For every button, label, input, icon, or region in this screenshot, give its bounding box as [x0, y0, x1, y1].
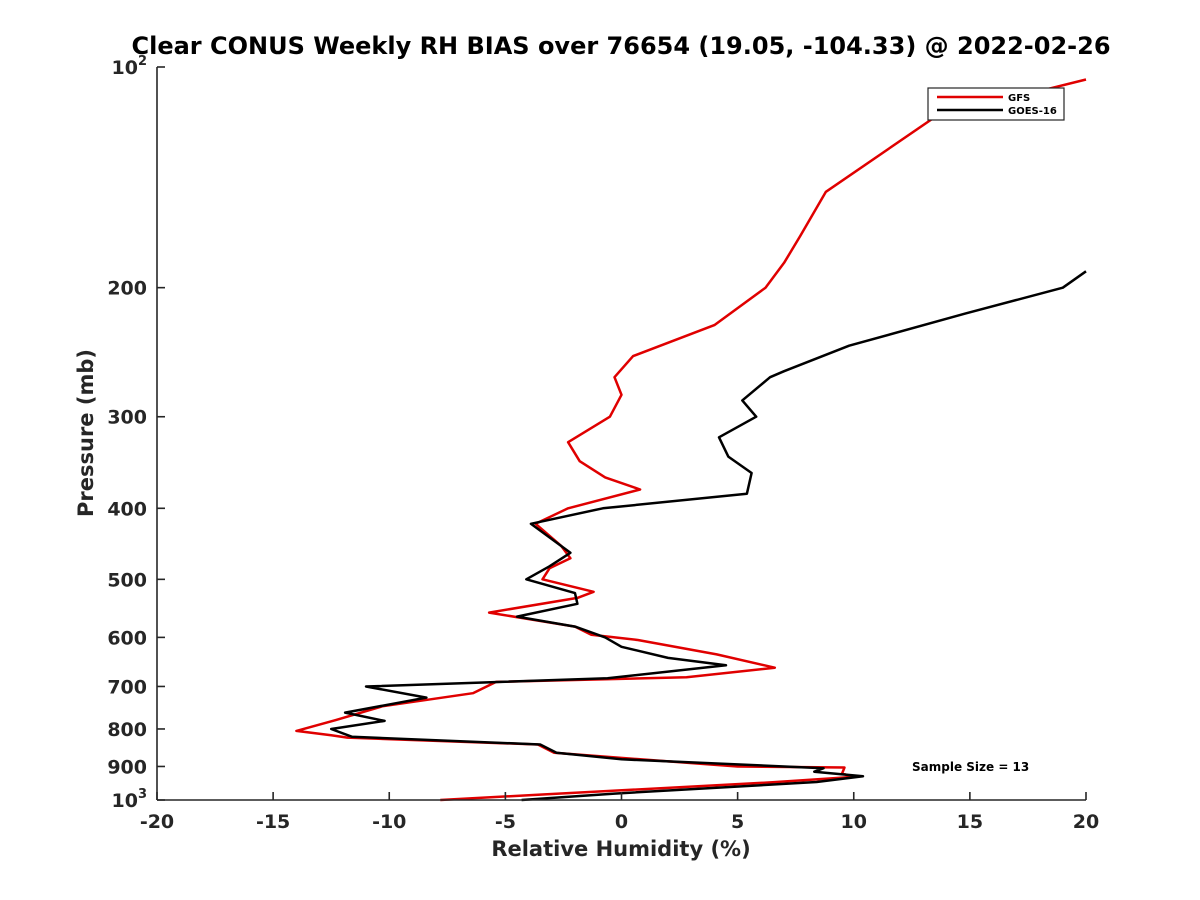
legend-box [927, 87, 1065, 121]
x-tick-label: -10 [372, 811, 406, 833]
legend-gfs-label: GFS [1008, 93, 1030, 104]
x-tick-label: 10 [841, 811, 867, 833]
y-axis-label: Pressure (mb) [74, 349, 98, 517]
x-tick-label: 15 [957, 811, 983, 833]
y-tick-label: 500 [107, 569, 147, 591]
x-tick-label: -5 [495, 811, 516, 833]
x-tick-label: -15 [256, 811, 290, 833]
x-axis-label: Relative Humidity (%) [491, 837, 750, 861]
y-tick-label: 102 [112, 54, 148, 79]
x-tick-label: 0 [615, 811, 628, 833]
y-tick-label: 800 [107, 719, 147, 741]
series-layer [295, 78, 1087, 802]
sample-size-annotation: Sample Size = 13 [912, 760, 1029, 774]
y-tick-label: 200 [107, 278, 147, 300]
x-tick-label: 5 [731, 811, 744, 833]
y-tick-label: 103 [112, 787, 148, 812]
ticks-layer: -20 -15 -10 -5 0 5 10 15 20 102 200 300 400 500 600 700… [107, 54, 1099, 833]
y-tick-label: 600 [107, 627, 147, 649]
y-tick-label: 300 [107, 407, 147, 429]
y-tick-label: 900 [107, 756, 147, 778]
y-tick-label: 700 [107, 676, 147, 698]
axes-layer [156, 67, 1086, 801]
x-tick-label: -20 [140, 811, 174, 833]
series-line-goes-16 [329, 270, 1087, 802]
series-line-gfs [295, 78, 1087, 802]
legend: GFS GOES-16 [927, 87, 1065, 121]
legend-goes16-label: GOES-16 [1008, 106, 1057, 117]
x-tick-label: 20 [1073, 811, 1099, 833]
y-tick-label: 400 [107, 498, 147, 520]
chart-title: Clear CONUS Weekly RH BIAS over 76654 (1… [131, 32, 1110, 60]
